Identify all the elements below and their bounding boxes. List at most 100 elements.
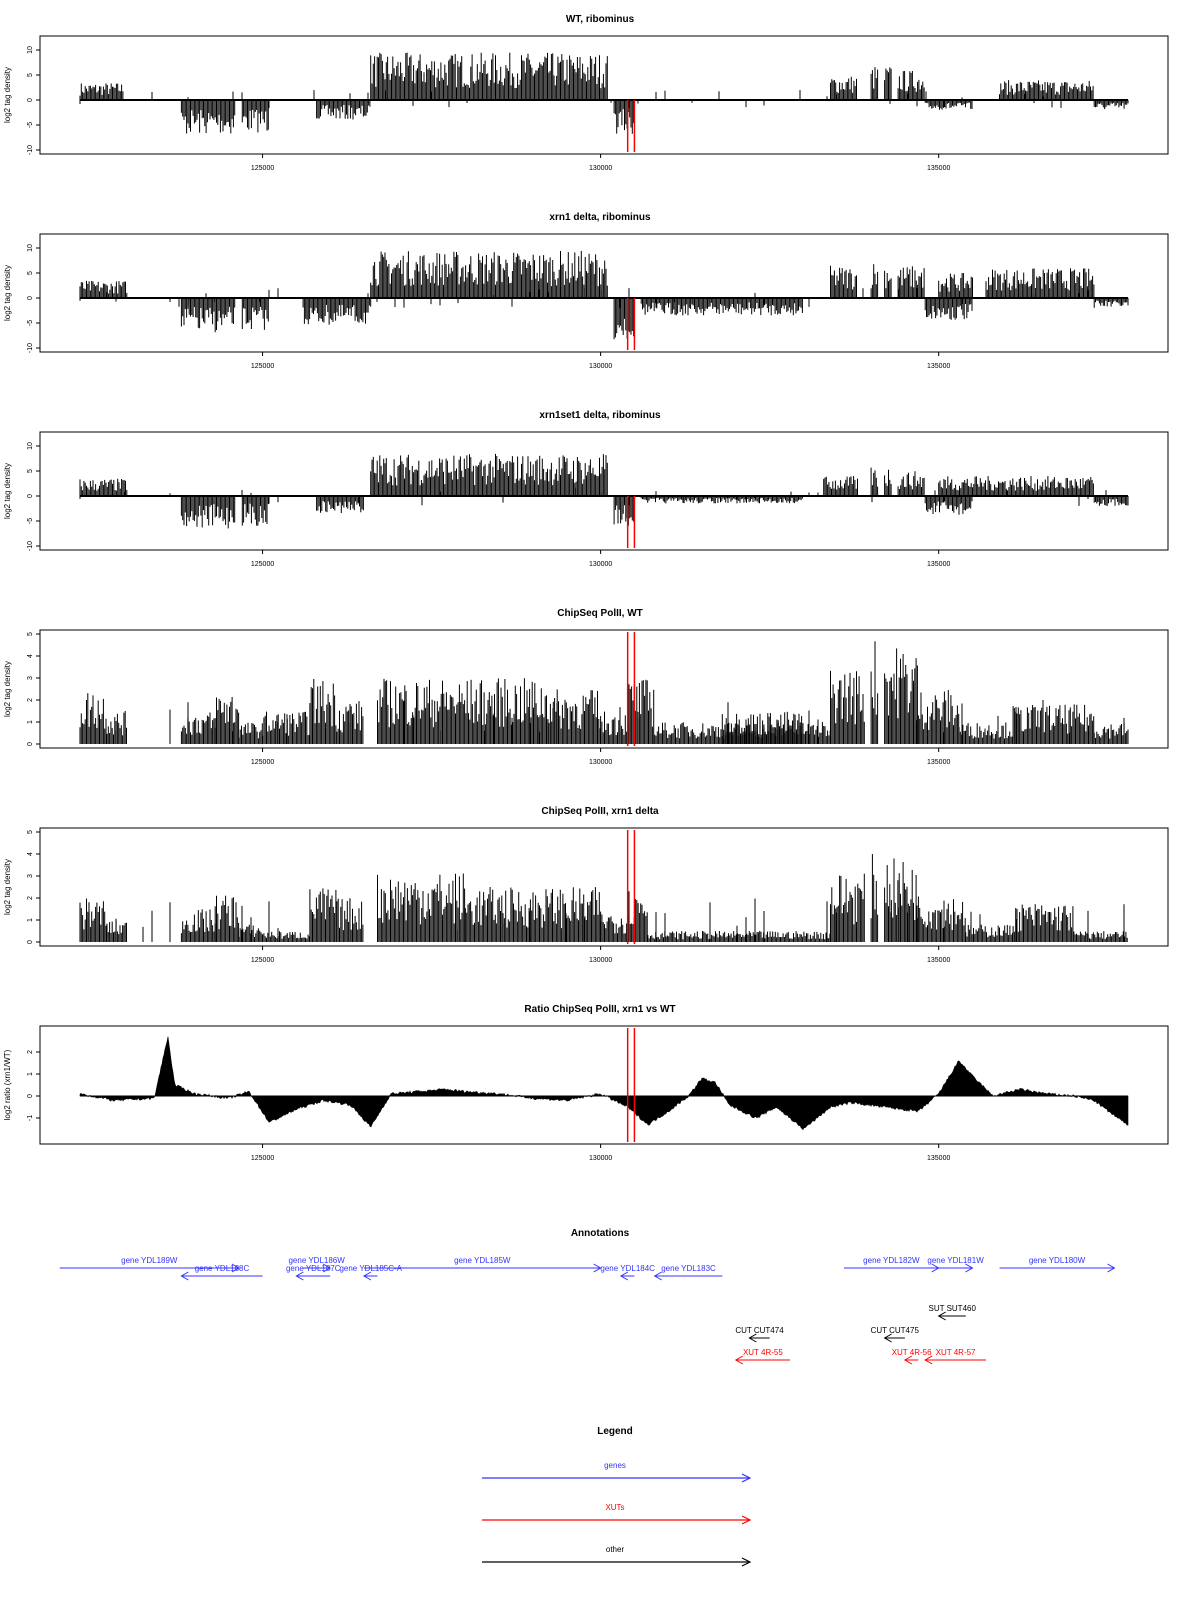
annotation-feature: gene YDL183C	[653, 1264, 723, 1281]
plot-frame	[39, 629, 1169, 749]
data-segment	[870, 264, 879, 298]
y-tick-label: 10	[27, 442, 34, 450]
data-segment	[627, 679, 655, 744]
data-segment	[654, 722, 831, 744]
data-segment	[897, 266, 925, 298]
data-segment	[938, 476, 1094, 496]
x-tick-label: 125000	[251, 165, 274, 172]
data-segment	[600, 711, 628, 744]
data-segment	[884, 469, 892, 496]
data-segment	[938, 273, 973, 298]
arrow-head	[231, 1263, 240, 1273]
annotation-label: gene YDL186W	[288, 1256, 345, 1265]
y-tick-label: -5	[27, 320, 34, 326]
x-tick-label: 130000	[589, 561, 612, 568]
y-tick-label: -10	[27, 145, 34, 155]
x-tick-label: 130000	[589, 759, 612, 766]
chart-title: xrn1 delta, ribominus	[549, 212, 651, 223]
y-tick-label: 5	[27, 632, 34, 636]
data-segment	[1093, 100, 1129, 110]
x-tick-label: 125000	[251, 561, 274, 568]
data-layer	[79, 52, 1129, 134]
annotation-label: gene YDL188C	[195, 1264, 250, 1273]
data-segment	[79, 280, 128, 298]
data-segment	[309, 888, 337, 942]
y-tick-label: 1	[27, 918, 34, 922]
y-axis-label: log2 tag density	[3, 463, 12, 519]
legend-item: genes	[482, 1461, 752, 1483]
data-segment	[79, 478, 128, 496]
annotations-track: Annotations gene YDL189W gene YDL188C gene …	[59, 1228, 1116, 1365]
annotation-label: XUT 4R-56	[892, 1348, 932, 1357]
x-tick-label: 130000	[589, 1155, 612, 1162]
annotation-feature: SUT SUT460	[928, 1304, 976, 1321]
annotation-feature: XUT 4R-57	[924, 1348, 987, 1365]
annotation-feature: CUT CUT474	[735, 1326, 784, 1343]
data-segment	[823, 476, 858, 496]
arrow-head	[619, 1271, 629, 1281]
annotation-label: gene YDL180W	[1029, 1256, 1086, 1265]
data-segment	[924, 298, 973, 320]
data-segment	[180, 909, 216, 942]
data-segment	[830, 873, 865, 942]
y-tick-label: 4	[27, 654, 34, 658]
data-segment	[180, 100, 236, 134]
arrow-head	[883, 1333, 892, 1343]
data-segment	[640, 496, 803, 504]
data-segment	[999, 80, 1094, 100]
chart-panel: xrn1 delta, ribominus log2 tag density -10…	[3, 212, 1169, 370]
x-tick-label: 135000	[927, 561, 950, 568]
y-tick-label: -5	[27, 518, 34, 524]
data-segment	[1093, 496, 1129, 506]
data-segment	[370, 251, 608, 298]
data-segment	[106, 920, 127, 942]
arrow-head	[748, 1333, 757, 1343]
data-segment	[214, 697, 240, 744]
chart-title: WT, ribominus	[566, 14, 635, 25]
data-segment	[884, 270, 892, 298]
annotation-feature: XUT 4R-56	[892, 1348, 932, 1365]
data-segment	[958, 722, 1013, 744]
legend-item: XUTs	[482, 1503, 752, 1525]
data-layer	[79, 854, 1128, 942]
y-tick-label: 0	[27, 98, 34, 102]
x-tick-label: 135000	[927, 759, 950, 766]
y-tick-label: 0	[27, 742, 34, 746]
data-segment	[890, 648, 918, 744]
x-tick-label: 135000	[927, 1155, 950, 1162]
x-tick-label: 135000	[927, 165, 950, 172]
arrow-head	[741, 1557, 752, 1567]
annotation-label: CUT CUT475	[871, 1326, 920, 1335]
data-segment	[262, 711, 310, 744]
y-tick-label: 0	[27, 296, 34, 300]
annotation-feature: gene YDL185W	[363, 1256, 602, 1273]
annotation-feature: gene YDL185C-A	[339, 1264, 403, 1281]
data-segment	[241, 100, 269, 133]
data-segment	[79, 898, 107, 942]
chart-title: Ratio ChipSeq PolII, xrn1 vs WT	[524, 1004, 675, 1015]
annotation-feature: gene YDL188C	[180, 1264, 263, 1281]
legend-title: Legend	[597, 1426, 633, 1437]
data-segment	[830, 265, 857, 298]
chart-panel: ChipSeq PolII, xrn1 delta log2 tag densit…	[3, 806, 1169, 964]
data-segment	[238, 722, 263, 744]
legend: Legend genes XUTs other	[482, 1426, 752, 1567]
data-segment	[1093, 723, 1129, 744]
data-layer	[79, 453, 1129, 529]
chart-panel: WT, ribominus log2 tag density -10 -5 0 5 10 12…	[3, 14, 1169, 172]
arrow-head	[593, 1263, 602, 1273]
data-segment	[302, 298, 372, 325]
arrow-head	[924, 1355, 933, 1365]
y-tick-label: 1	[27, 1072, 34, 1076]
chart-title: xrn1set1 delta, ribominus	[539, 410, 661, 421]
data-segment	[180, 298, 236, 333]
data-segment	[1073, 931, 1128, 942]
data-segment	[897, 471, 925, 496]
y-tick-label: -1	[27, 1115, 34, 1121]
data-segment	[106, 711, 127, 744]
annotation-feature: gene YDL180W	[999, 1256, 1116, 1273]
arrow-head	[741, 1473, 752, 1483]
arrow-head	[734, 1355, 744, 1365]
data-segment	[180, 496, 236, 529]
arrow-head	[362, 1271, 372, 1281]
